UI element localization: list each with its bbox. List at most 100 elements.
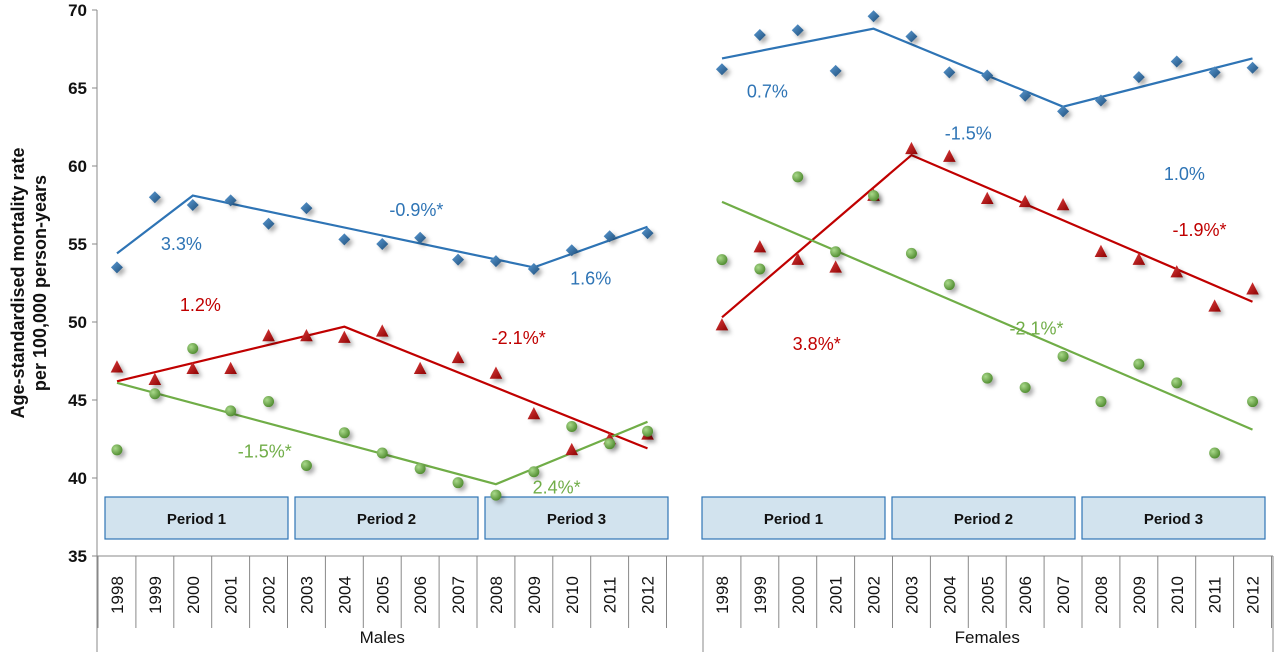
data-point-diamond — [753, 28, 766, 41]
period-label: Period 2 — [954, 511, 1013, 528]
data-point-triangle — [715, 318, 729, 331]
data-point-diamond — [1057, 105, 1070, 118]
y-tick-label: 65 — [68, 79, 87, 98]
x-tick-label: 2003 — [902, 576, 921, 614]
data-point-triangle — [980, 191, 994, 205]
trend-annotation: 2.4%* — [533, 478, 581, 498]
data-point-circle — [225, 405, 237, 417]
x-tick-label: 2007 — [1054, 576, 1073, 614]
data-point-triangle — [1246, 282, 1259, 295]
trend-annotation: 1.2% — [180, 295, 221, 315]
trend-annotation: -1.9%* — [1172, 220, 1226, 240]
data-point-circle — [263, 396, 275, 408]
x-tick-label: 2001 — [827, 576, 846, 614]
data-point-diamond — [905, 30, 918, 43]
data-point-circle — [1133, 358, 1145, 370]
data-point-triangle — [753, 240, 767, 253]
data-point-diamond — [224, 194, 237, 207]
data-point-triangle — [565, 442, 579, 456]
data-point-diamond — [1208, 66, 1221, 79]
y-tick-label: 35 — [68, 547, 87, 566]
trend-annotation: -1.5% — [945, 123, 992, 143]
period-label: Period 1 — [167, 511, 226, 528]
data-point-triangle — [943, 149, 956, 162]
x-tick-label: 2009 — [525, 576, 544, 614]
x-tick-label: 2006 — [411, 576, 430, 614]
data-point-triangle — [148, 372, 162, 385]
trend-line-diamond — [116, 194, 648, 269]
x-tick-label: 2009 — [1130, 576, 1149, 614]
data-point-triangle — [262, 329, 275, 342]
data-point-triangle — [413, 361, 427, 375]
trend-annotation: -1.5%* — [238, 442, 292, 462]
trend-line-circle — [721, 200, 1253, 431]
trend-lines — [116, 27, 1253, 486]
data-point-triangle — [375, 324, 389, 337]
data-point-circle — [338, 427, 350, 439]
data-point-circle — [792, 171, 804, 183]
data-point-diamond — [338, 233, 351, 246]
data-point-diamond — [981, 69, 994, 82]
data-point-circle — [716, 254, 728, 266]
data-point-circle — [1095, 396, 1107, 408]
trend-annotation: 3.8%* — [793, 334, 841, 354]
data-point-diamond — [376, 238, 389, 250]
x-tick-label: 2003 — [297, 576, 316, 614]
data-point-circle — [868, 190, 880, 202]
data-point-circle — [528, 466, 540, 478]
y-tick-label: 70 — [68, 1, 87, 20]
data-point-diamond — [527, 262, 540, 275]
y-tick-label: 45 — [68, 391, 87, 410]
period-box — [891, 496, 1076, 540]
data-point-circle — [943, 279, 955, 291]
data-point-circle — [642, 425, 654, 437]
data-point-circle — [300, 460, 312, 472]
data-point-diamond — [148, 191, 161, 204]
period-label: Period 1 — [764, 511, 823, 528]
data-point-diamond — [791, 24, 804, 37]
x-tick-label: 2010 — [563, 576, 582, 614]
group-label-females: Females — [955, 628, 1020, 647]
trend-annotation: 1.0% — [1164, 164, 1205, 184]
x-tick-label: 2004 — [335, 576, 354, 614]
x-tick-label: 2008 — [487, 576, 506, 614]
data-point-triangle — [1132, 252, 1146, 265]
x-tick-label: 1999 — [146, 576, 165, 614]
trend-annotation: 3.3% — [161, 234, 202, 254]
data-point-triangle — [489, 366, 503, 379]
data-point-triangle — [1208, 299, 1221, 312]
y-tick-label: 50 — [68, 313, 87, 332]
data-point-triangle — [791, 252, 805, 265]
period-box — [1081, 496, 1266, 540]
data-point-diamond — [489, 255, 502, 268]
data-point-circle — [566, 421, 578, 433]
data-point-triangle — [829, 260, 842, 273]
x-tick-label: 2012 — [1244, 576, 1263, 614]
data-point-triangle — [1170, 265, 1184, 278]
y-tick-label: 60 — [68, 157, 87, 176]
x-tick-label: 2010 — [1168, 576, 1187, 614]
data-point-triangle — [451, 350, 465, 364]
data-point-triangle — [1056, 198, 1070, 211]
x-tick-label: 2002 — [865, 576, 884, 614]
data-point-diamond — [262, 217, 275, 230]
x-tick-label: 1998 — [108, 576, 127, 614]
data-point-diamond — [1170, 55, 1183, 68]
data-point-diamond — [110, 261, 123, 274]
data-point-diamond — [565, 244, 578, 257]
period-label: Period 3 — [547, 511, 606, 528]
data-point-circle — [1057, 350, 1069, 362]
data-point-triangle — [338, 330, 351, 343]
period-boxes: Period 1 Period 2 Period 3 Period 1 Period 2… — [104, 496, 1266, 540]
period-box — [294, 496, 479, 540]
data-point-diamond — [1246, 61, 1259, 74]
x-tick-label: 2000 — [184, 576, 203, 614]
period-label: Period 2 — [357, 511, 416, 528]
data-point-circle — [905, 247, 917, 259]
trend-annotation: -0.9%* — [389, 200, 443, 220]
data-point-diamond — [1019, 89, 1032, 102]
data-point-triangle — [905, 141, 918, 155]
trend-line-circle — [116, 381, 648, 486]
